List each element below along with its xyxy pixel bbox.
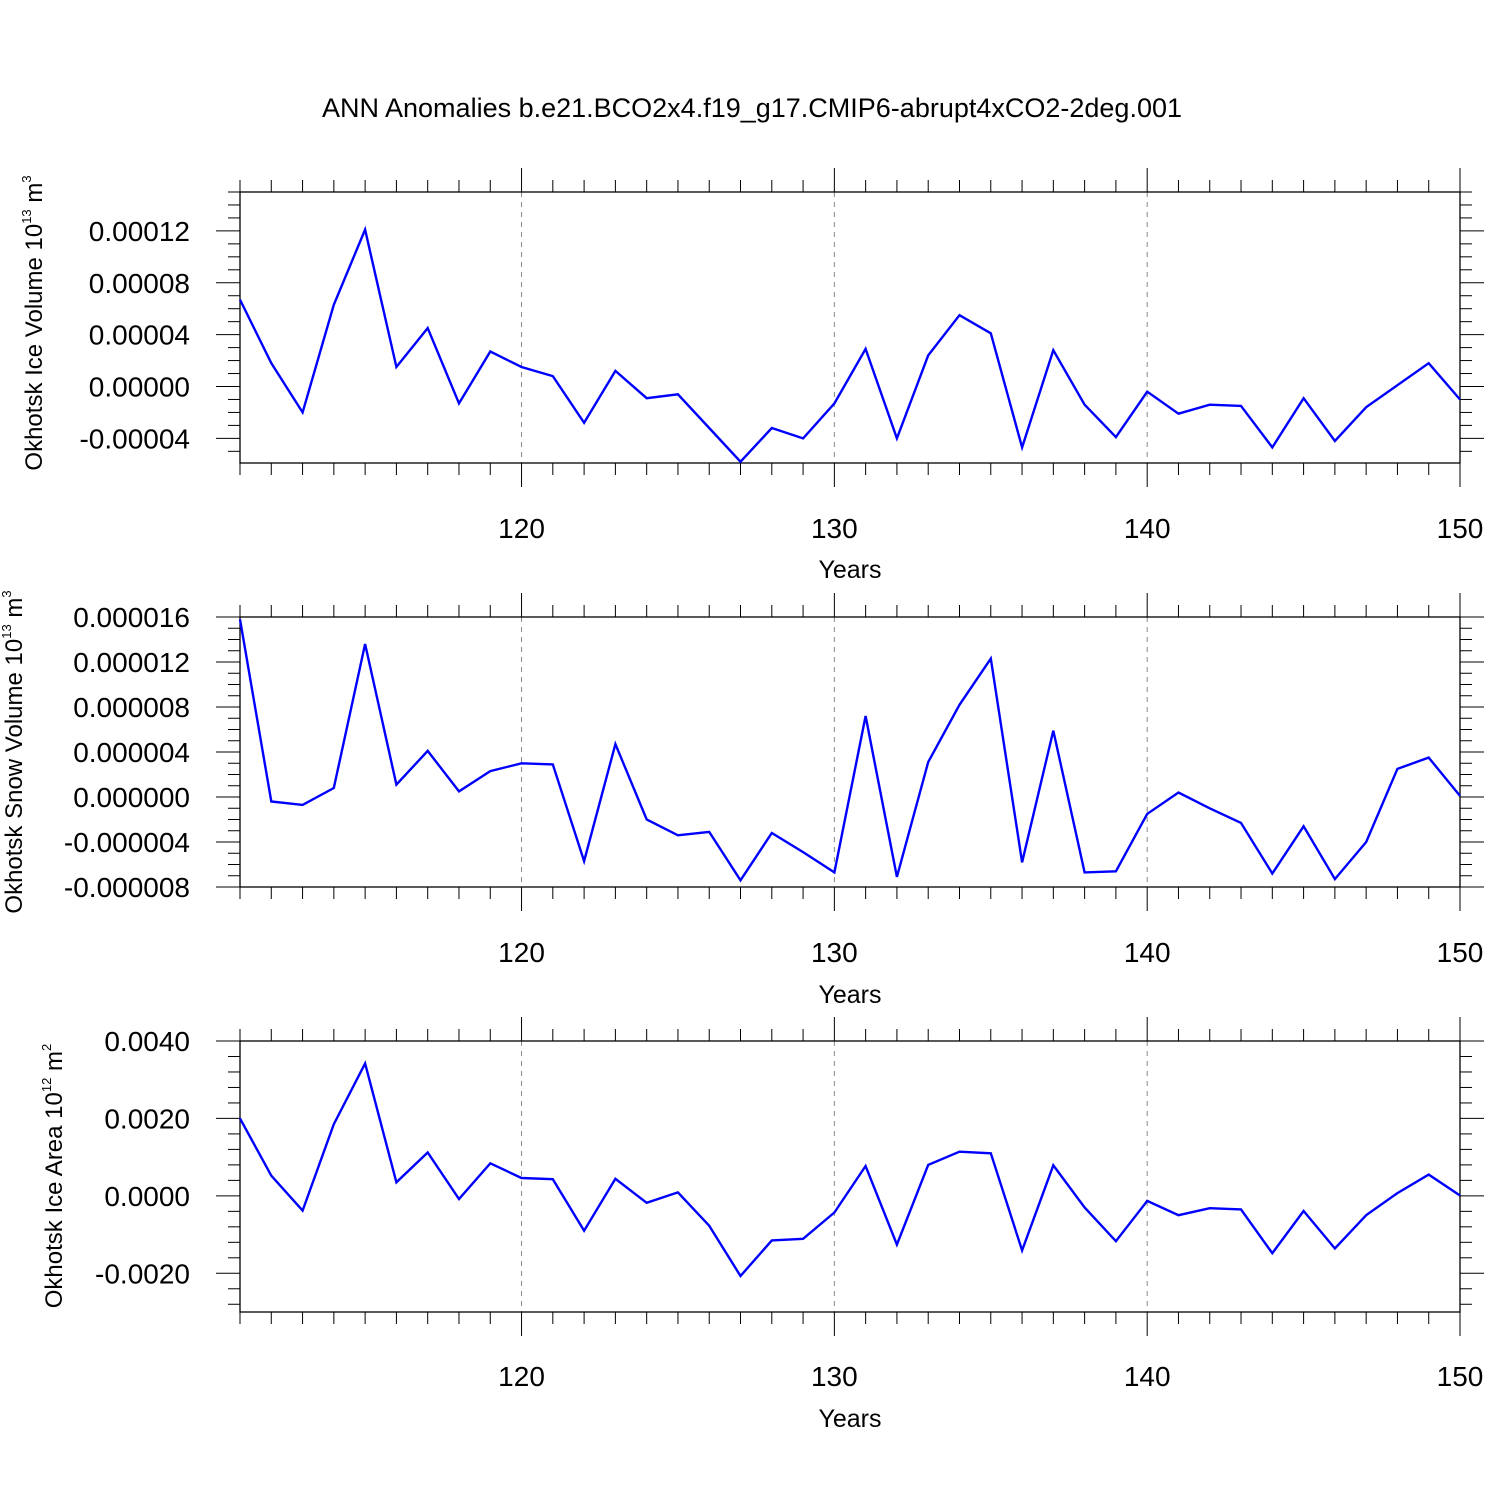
y-axis-title-exponent: 13 (0, 624, 14, 638)
x-axis-title: Years (818, 556, 881, 584)
y-tick-label: 0.00000 (89, 371, 190, 402)
plot-frame (239, 1040, 1461, 1313)
y-axis-title-unit: m (41, 1051, 68, 1078)
y-axis-title: Okhotsk Ice Volume 1013 m3 (19, 175, 48, 470)
x-tick-label: 150 (1437, 513, 1484, 544)
x-tick-label: 130 (811, 513, 858, 544)
y-tick-label: 0.0000 (104, 1181, 190, 1212)
y-axis-title-text: Okhotsk Ice Area 10 (41, 1092, 68, 1308)
x-tick-label: 150 (1437, 1361, 1484, 1392)
y-axis-title-text: Okhotsk Ice Volume 10 (21, 224, 48, 471)
x-tick-label: 120 (498, 937, 545, 968)
figure-title: ANN Anomalies b.e21.BCO2x4.f19_g17.CMIP6… (322, 93, 1182, 123)
y-axis-title-text: Okhotsk Snow Volume 10 (1, 639, 28, 914)
y-tick-label: 0.000012 (73, 647, 190, 678)
y-axis-title-unit: m (21, 183, 48, 210)
y-tick-label: 0.00004 (89, 320, 190, 351)
y-tick-label: 0.00008 (89, 268, 190, 299)
x-tick-label: 140 (1124, 937, 1171, 968)
y-axis-title: Okhotsk Snow Volume 1013 m3 (0, 590, 28, 913)
y-axis-title-unit-exponent: 3 (19, 175, 34, 182)
y-tick-label: -0.00004 (79, 423, 190, 454)
x-tick-label: 120 (498, 1361, 545, 1392)
x-tick-label: 140 (1124, 513, 1171, 544)
y-tick-label: 0.0020 (104, 1103, 190, 1134)
y-tick-label: -0.0020 (95, 1258, 190, 1289)
y-tick-label: 0.000004 (73, 737, 190, 768)
x-tick-label: 150 (1437, 937, 1484, 968)
x-axis-title: Years (818, 1405, 881, 1433)
y-axis-title: Okhotsk Ice Area 1012 m2 (39, 1044, 68, 1309)
panel-1: 120 130 140 150 Years -0.00004 0.00000 0.00004 0… (19, 168, 1484, 584)
y-axis-title-exponent: 13 (19, 209, 34, 223)
series-line (238, 225, 1461, 464)
x-axis-title: Years (818, 981, 881, 1009)
y-axis-title-unit-exponent: 3 (0, 590, 14, 597)
y-tick-label: 0.000016 (73, 602, 190, 633)
x-tick-label: 140 (1124, 1361, 1171, 1392)
panel-2: 120 130 140 150 Years -0.000008 -0.000004 0.000… (0, 590, 1484, 1009)
series-line (238, 1060, 1461, 1279)
x-tick-label: 130 (811, 1361, 858, 1392)
y-axis-title-unit-exponent: 2 (39, 1044, 54, 1051)
y-tick-label: 0.000000 (73, 782, 190, 813)
y-tick-label: -0.000004 (64, 827, 190, 858)
x-tick-label: 130 (811, 937, 858, 968)
panel-3: 120 130 140 150 Years -0.0020 0.0000 0.0020 0.00… (39, 1017, 1484, 1433)
plot-frame (239, 191, 1461, 464)
y-axis-title-exponent: 12 (39, 1078, 54, 1092)
y-tick-label: 0.00012 (89, 216, 190, 247)
y-tick-label: 0.000008 (73, 692, 190, 723)
x-tick-label: 120 (498, 513, 545, 544)
series-line (238, 619, 1461, 883)
y-axis-title-unit: m (1, 598, 28, 625)
y-tick-label: 0.0040 (104, 1026, 190, 1057)
y-tick-label: -0.000008 (64, 872, 190, 903)
plot-frame (239, 616, 1461, 888)
